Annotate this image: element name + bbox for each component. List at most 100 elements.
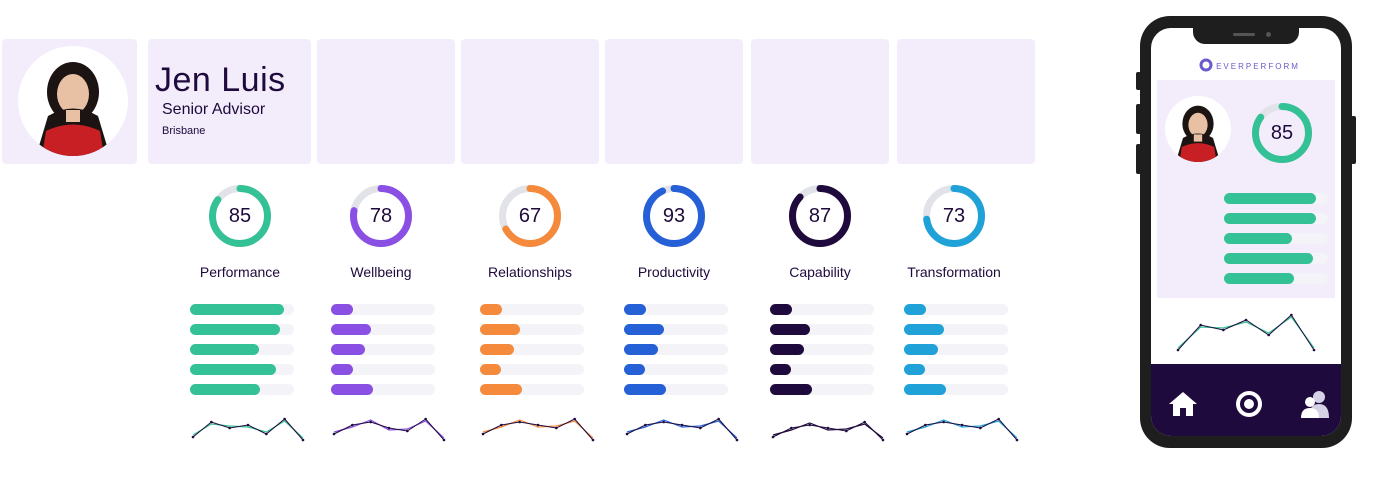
sparkline-point (717, 417, 720, 421)
bar-fill (904, 384, 946, 395)
score-bar (624, 364, 728, 375)
bar-track (770, 324, 874, 335)
sparkline-point (699, 426, 702, 430)
score-bar (624, 384, 728, 395)
bar-fill (770, 324, 810, 335)
bar-fill (624, 344, 659, 355)
score-bar (331, 364, 435, 375)
empty-card (605, 39, 743, 164)
bar-fill (1224, 233, 1292, 244)
sparkline (191, 417, 305, 442)
score-ring: 87 (788, 184, 852, 248)
avatar (18, 46, 128, 156)
metric-label: Wellbeing (350, 264, 412, 280)
phone-mockup: EVERPERFORM 85 (1140, 16, 1352, 448)
sparkline-point (481, 432, 485, 436)
bar-fill (190, 364, 277, 375)
bar-fill (1224, 213, 1316, 224)
score-bar (1224, 253, 1328, 264)
ring-progress (1252, 103, 1312, 163)
bar-fill (331, 364, 353, 375)
empty-card (897, 39, 1035, 164)
sparkline-point (351, 423, 354, 427)
phone-screen: EVERPERFORM 85 (1151, 28, 1341, 436)
score-bar (480, 304, 584, 315)
bar-fill (480, 304, 502, 315)
score-bar (1224, 193, 1328, 204)
score-ring: 67 (498, 184, 562, 248)
sparkline-point (500, 423, 503, 427)
sparkline-point (771, 435, 775, 439)
ring-progress (643, 185, 705, 247)
sparkline-point (1244, 318, 1248, 322)
score-value: 93 (662, 205, 686, 227)
score-bar (190, 364, 294, 375)
bar-track (480, 364, 584, 375)
sparkline-point (424, 417, 427, 421)
bar-fill (904, 344, 939, 355)
empty-card (751, 39, 889, 164)
sparkline (625, 417, 739, 442)
sparkline-series (906, 419, 1018, 439)
score-bar (190, 384, 294, 395)
sparkline-point (826, 426, 830, 430)
score-bar (770, 344, 874, 355)
bar-track (480, 324, 584, 335)
score-value: 78 (369, 205, 393, 227)
score-bar (770, 304, 874, 315)
bar-track (904, 344, 1008, 355)
sparkline-point (369, 420, 372, 424)
profile-info-card: Jen Luis Senior Advisor Brisbane (148, 39, 311, 164)
bar-list (624, 304, 728, 404)
bar-track (770, 384, 874, 395)
bar-fill (190, 324, 281, 335)
score-value: 67 (518, 205, 542, 227)
sparkline-point (979, 426, 982, 430)
bar-track (331, 344, 435, 355)
sparkline (771, 420, 885, 442)
sparkline-point (591, 438, 595, 442)
bar-fill (1224, 193, 1316, 204)
bar-fill (1224, 273, 1294, 284)
ring-progress (923, 185, 985, 247)
sparkline-point (790, 426, 793, 430)
score-bar (904, 384, 1008, 395)
sparkline-point (332, 432, 336, 436)
profile-role: Senior Advisor (162, 101, 266, 118)
sparkline-point (735, 438, 739, 442)
bar-fill (770, 344, 805, 355)
bar-fill (331, 344, 366, 355)
sparkline-point (1267, 333, 1270, 337)
sparkline-point (881, 438, 885, 442)
sparkline-series (333, 419, 445, 439)
sparkline-series (1177, 316, 1315, 349)
metric-label: Transformation (907, 264, 1001, 280)
score-bar (770, 364, 874, 375)
sparkline (332, 417, 446, 442)
target-icon[interactable] (1233, 388, 1265, 420)
sparkline (481, 417, 595, 442)
ring-progress (499, 185, 561, 247)
bar-fill (480, 384, 522, 395)
sparkline-series (626, 419, 738, 439)
brand-logo-icon (1199, 58, 1213, 72)
people-icon[interactable] (1299, 388, 1331, 420)
home-icon[interactable] (1167, 388, 1199, 420)
phone-profile-card: 85 (1157, 80, 1335, 298)
bar-track (770, 364, 874, 375)
sparkline-point (960, 423, 964, 427)
bar-track (770, 304, 874, 315)
sparkline-point (1222, 328, 1225, 332)
bar-fill (624, 324, 664, 335)
score-bar (190, 344, 294, 355)
bar-track (480, 344, 584, 355)
bar-track (770, 344, 874, 355)
bar-track (331, 384, 435, 395)
score-bar (190, 304, 294, 315)
score-bar (331, 324, 435, 335)
phone-side-button (1136, 104, 1141, 134)
bar-track (624, 364, 728, 375)
score-ring: 73 (922, 184, 986, 248)
bar-track (624, 344, 728, 355)
sparkline-point (997, 417, 1000, 421)
